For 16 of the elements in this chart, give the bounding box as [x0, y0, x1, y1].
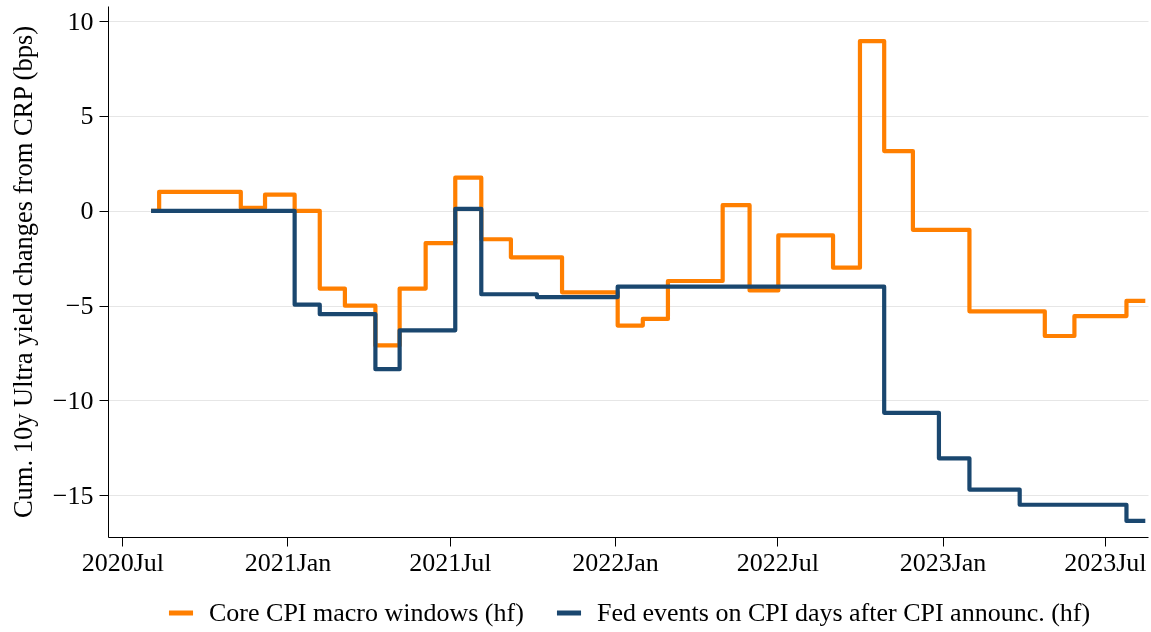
x-tick-label: 2022Jan	[572, 547, 659, 577]
x-tick-label: 2022Jul	[736, 547, 820, 577]
legend-label: Core CPI macro windows (hf)	[209, 598, 524, 627]
x-tick-label: 2023Jul	[1064, 547, 1147, 577]
x-tick-label: 2021Jan	[244, 547, 332, 577]
x-tick-label: 2021Jul	[409, 547, 492, 577]
y-tick-label: −15	[52, 480, 94, 510]
y-tick-label: −5	[65, 291, 94, 321]
x-tick-label: 2023Jan	[899, 547, 987, 577]
y-tick-label: 0	[80, 196, 94, 226]
y-tick-label: −10	[52, 385, 94, 415]
legend-label: Fed events on CPI days after CPI announc. (hf)	[597, 598, 1091, 627]
y-tick-label: 10	[67, 6, 94, 36]
x-tick-label: 2020Jul	[81, 547, 165, 577]
y-axis-title: Cum. 10y Ultra yield changes from CRP (bps)	[7, 25, 38, 519]
y-tick-label: 5	[80, 101, 94, 131]
